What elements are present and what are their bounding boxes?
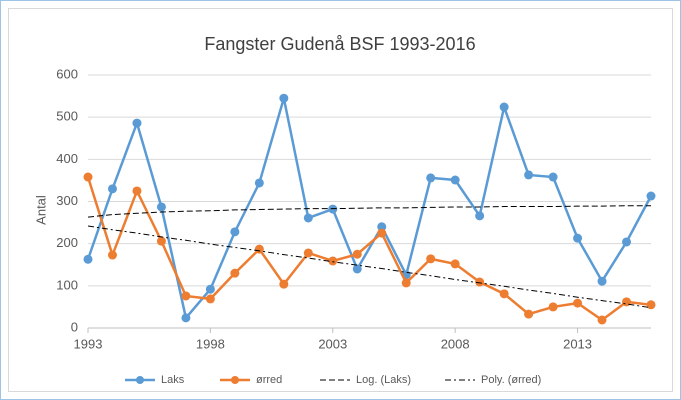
point (156, 202, 166, 212)
point (597, 276, 607, 286)
point (303, 213, 313, 223)
y-tick-label: 100 (56, 277, 78, 292)
point (352, 264, 362, 274)
point (205, 284, 215, 294)
point (475, 277, 485, 287)
point (230, 227, 240, 237)
point (475, 211, 485, 221)
legend-label: Laks (161, 374, 185, 386)
y-tick-label: 500 (56, 109, 78, 124)
point (646, 300, 656, 310)
point (107, 184, 117, 194)
point (279, 279, 289, 289)
point (401, 278, 411, 288)
point (205, 294, 215, 304)
point (622, 237, 632, 247)
point (499, 289, 509, 299)
y-tick-label: 400 (56, 151, 78, 166)
point (107, 250, 117, 260)
point (377, 228, 387, 238)
point (352, 249, 362, 259)
point (254, 178, 264, 188)
x-tick-label: 2008 (441, 336, 470, 351)
x-tick-label: 1998 (196, 336, 225, 351)
point (83, 254, 93, 264)
point (524, 170, 534, 180)
legend-label: Poly. (ørred) (481, 374, 541, 386)
point (303, 248, 313, 258)
x-tick-label: 2003 (318, 336, 347, 351)
y-tick-label: 600 (56, 66, 78, 81)
chart-title: Fangster Gudenå BSF 1993-2016 (204, 34, 475, 54)
point (499, 102, 509, 112)
point (181, 291, 191, 301)
point (450, 175, 460, 185)
point (83, 172, 93, 182)
point (328, 256, 338, 266)
point (646, 191, 656, 201)
point (548, 302, 558, 312)
point (548, 172, 558, 182)
point (279, 93, 289, 103)
y-tick-label: 200 (56, 235, 78, 250)
point (573, 233, 583, 243)
legend-marker (231, 376, 239, 384)
x-tick-label: 2013 (563, 336, 592, 351)
point (450, 259, 460, 269)
point (597, 315, 607, 325)
point (524, 309, 534, 319)
legend-label: ørred (256, 374, 282, 386)
point (156, 236, 166, 246)
point (132, 118, 142, 128)
point (230, 268, 240, 278)
point (573, 298, 583, 308)
series-line (87, 205, 651, 218)
point (132, 186, 142, 196)
point (377, 222, 387, 232)
y-tick-label: 300 (56, 193, 78, 208)
y-tick-label: 0 (71, 319, 78, 334)
point (622, 297, 632, 307)
legend-label: Log. (Laks) (356, 374, 411, 386)
y-axis-label: Antal (33, 195, 48, 225)
point (254, 244, 264, 254)
series-line (87, 225, 652, 309)
point (426, 173, 436, 183)
point (181, 313, 191, 323)
series-line (86, 97, 653, 321)
legend-marker (136, 376, 144, 384)
x-tick-label: 1993 (74, 336, 103, 351)
point (426, 254, 436, 264)
